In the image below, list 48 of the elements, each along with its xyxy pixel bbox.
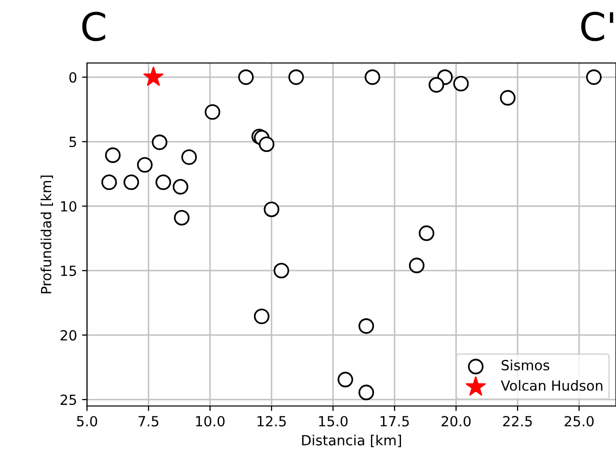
point bbox=[358, 318, 374, 334]
y-tick-label: 10 bbox=[61, 201, 76, 212]
point bbox=[204, 104, 220, 120]
x-tick-label: 7.5 bbox=[138, 416, 158, 426]
y-axis-title: Profundidad [km] bbox=[40, 176, 53, 294]
point bbox=[143, 66, 164, 86]
point bbox=[238, 69, 254, 85]
x-axis-title: Distancia [km] bbox=[302, 434, 401, 448]
point bbox=[274, 262, 290, 278]
point bbox=[264, 202, 280, 218]
point bbox=[408, 258, 424, 274]
x-tick-label: 22.5 bbox=[503, 416, 532, 426]
point bbox=[124, 174, 140, 190]
point bbox=[101, 174, 117, 190]
point bbox=[418, 225, 434, 241]
point bbox=[172, 179, 188, 195]
point bbox=[288, 69, 304, 85]
y-tick-label: 5 bbox=[70, 136, 76, 148]
x-tick-label: 10.0 bbox=[196, 416, 225, 426]
y-tick-label: 0 bbox=[69, 72, 76, 83]
point bbox=[174, 210, 190, 226]
point bbox=[152, 134, 168, 150]
y-tick-label: 20 bbox=[60, 330, 76, 341]
x-tick-label: 20.0 bbox=[442, 416, 471, 426]
point bbox=[181, 149, 197, 165]
y-tick-label: 15 bbox=[61, 266, 76, 276]
point bbox=[500, 90, 516, 106]
point bbox=[586, 69, 602, 85]
point bbox=[453, 76, 469, 92]
point bbox=[258, 136, 274, 152]
text: C bbox=[82, 12, 106, 42]
point bbox=[254, 308, 270, 324]
legend-label: Sismos bbox=[502, 360, 550, 370]
text: C' bbox=[581, 12, 614, 42]
point bbox=[358, 384, 374, 400]
y-tick-label: 25 bbox=[60, 394, 76, 406]
legend-label: Volcan Hudson bbox=[500, 380, 602, 391]
point bbox=[137, 157, 153, 173]
x-tick-label: 17.5 bbox=[380, 416, 409, 426]
point bbox=[338, 372, 354, 388]
point bbox=[364, 69, 380, 85]
x-tick-label: 15.0 bbox=[319, 416, 348, 426]
point bbox=[155, 174, 172, 190]
x-tick-label: 25.0 bbox=[564, 416, 594, 426]
x-tick-label: 5.0 bbox=[77, 416, 98, 426]
point bbox=[428, 77, 444, 93]
x-tick-label: 12.5 bbox=[258, 416, 286, 426]
point bbox=[105, 147, 121, 163]
